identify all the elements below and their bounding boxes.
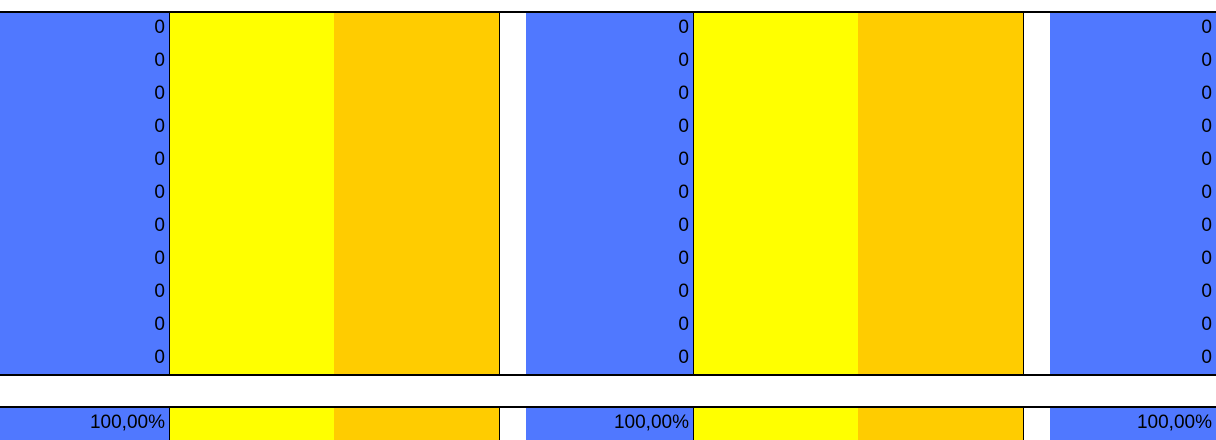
mid-border [0,374,1216,376]
value-cell[interactable]: 0 [1201,17,1212,38]
value-cell[interactable]: 0 [678,116,689,137]
value-cell[interactable]: 0 [678,347,689,368]
value-cell[interactable]: 0 [154,314,165,335]
spreadsheet-grid: 0 0 0 0 0 0 0 0 0 0 0 0 0 0 0 0 0 0 0 0 … [0,13,1216,374]
value-cell[interactable]: 0 [1201,116,1212,137]
value-cell[interactable]: 0 [678,17,689,38]
bottom-border [0,406,1216,408]
value-cell[interactable]: 0 [1201,281,1212,302]
value-cell[interactable]: 0 [1201,149,1212,170]
value-cell[interactable]: 0 [154,116,165,137]
percent-value: 100,00% [613,412,689,433]
value-cell[interactable]: 0 [154,83,165,104]
value-cell[interactable]: 0 [1201,182,1212,203]
percent-row: 100,00% 100,00% 100,00% [0,408,1216,440]
value-cell[interactable]: 0 [154,17,165,38]
value-cell[interactable]: 0 [678,314,689,335]
value-cell[interactable]: 0 [678,83,689,104]
value-cell[interactable]: 0 [678,281,689,302]
value-cell[interactable]: 0 [1201,83,1212,104]
value-cell[interactable]: 0 [1201,248,1212,269]
value-cell[interactable]: 0 [154,50,165,71]
value-cell[interactable]: 0 [678,248,689,269]
value-cell[interactable]: 0 [154,248,165,269]
percent-yellow-2[interactable] [694,408,858,440]
value-cell[interactable]: 0 [1201,50,1212,71]
yellow-column-2[interactable] [694,13,858,374]
orange-column-2[interactable] [858,13,1024,374]
value-cell[interactable]: 0 [1201,215,1212,236]
value-cell[interactable]: 0 [1201,347,1212,368]
percent-cell-3[interactable]: 100,00% [1050,408,1216,440]
value-cell[interactable]: 0 [154,347,165,368]
percent-cell-1[interactable]: 100,00% [0,408,170,440]
percent-value: 100,00% [89,412,165,433]
percent-orange-2[interactable] [858,408,1024,440]
value-cell[interactable]: 0 [154,149,165,170]
yellow-column-1[interactable] [170,13,334,374]
percent-cell-2[interactable]: 100,00% [526,408,694,440]
value-cell[interactable]: 0 [1201,314,1212,335]
value-cell[interactable]: 0 [154,215,165,236]
value-column-3: 0 0 0 0 0 0 0 0 0 0 0 [1050,13,1216,374]
value-cell[interactable]: 0 [678,149,689,170]
top-border [0,11,1216,13]
value-column-1: 0 0 0 0 0 0 0 0 0 0 0 [0,13,170,374]
value-cell[interactable]: 0 [154,182,165,203]
orange-column-1[interactable] [334,13,500,374]
value-cell[interactable]: 0 [678,50,689,71]
value-cell[interactable]: 0 [154,281,165,302]
percent-value: 100,00% [1136,412,1212,433]
value-cell[interactable]: 0 [678,182,689,203]
percent-orange-1[interactable] [334,408,500,440]
percent-yellow-1[interactable] [170,408,334,440]
value-column-2: 0 0 0 0 0 0 0 0 0 0 0 [526,13,694,374]
value-cell[interactable]: 0 [678,215,689,236]
